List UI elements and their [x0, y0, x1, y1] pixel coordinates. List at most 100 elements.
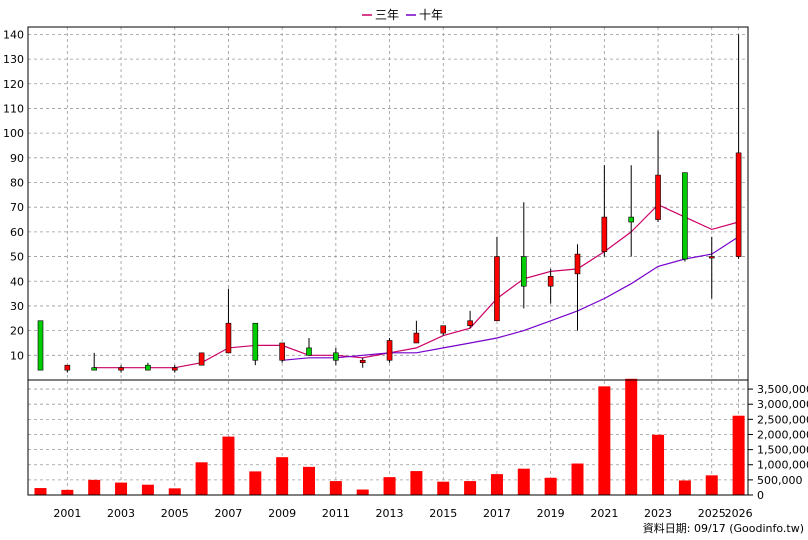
price-tick-label: 70 [10, 201, 24, 214]
candle-body [37, 320, 44, 371]
price-tick-label: 110 [3, 102, 24, 115]
volume-tick-label: 2,500,000 [757, 413, 808, 426]
price-tick-label: 20 [10, 325, 24, 338]
candle-body [628, 216, 635, 223]
candle-body [118, 367, 124, 371]
volume-tick-label: 1,500,000 [757, 444, 808, 457]
x-tick-label: 2011 [322, 507, 350, 520]
volume-bar [303, 466, 315, 495]
x-tick-label: 2001 [53, 507, 81, 520]
x-tick-label: 2009 [268, 507, 296, 520]
candle-body [145, 364, 151, 371]
volume-bar [195, 462, 208, 495]
data-date-footer: 資料日期: 09/17 (Goodinfo.tw) [643, 521, 804, 535]
candle-body [574, 253, 581, 275]
volume-bars [34, 378, 745, 495]
volume-bar [141, 484, 154, 495]
price-tick-label: 120 [3, 78, 24, 91]
x-tick-label: 2023 [644, 507, 672, 520]
volume-tick-label: 3,500,000 [757, 383, 808, 396]
candle-body [467, 320, 473, 326]
candle-body [520, 256, 527, 287]
volume-bar [249, 471, 262, 495]
volume-bar [34, 488, 47, 495]
volume-bar [222, 436, 235, 495]
volume-bar [329, 481, 342, 495]
candle-body [440, 325, 447, 334]
candle-body [306, 347, 312, 356]
volume-bar [490, 474, 503, 495]
volume-bar [678, 480, 691, 495]
volume-bar [61, 489, 74, 495]
x-tick-label: 2007 [214, 507, 242, 520]
volume-tick-label: 3,000,000 [757, 398, 808, 411]
x-tick-label: 2025 [698, 507, 726, 520]
volume-bar [652, 434, 665, 495]
volume-tick-label: 0 [757, 489, 764, 502]
volume-bar [115, 482, 128, 495]
volume-tick-label: 500,000 [757, 474, 803, 487]
volume-bar [598, 386, 611, 495]
volume-bar [383, 477, 396, 495]
volume-bar [410, 471, 423, 495]
volume-bar [276, 457, 289, 495]
price-tick-label: 40 [10, 275, 24, 288]
price-tick-label: 80 [10, 177, 24, 190]
candle-body [494, 256, 500, 322]
legend-label-10yr: 十年 [419, 8, 443, 22]
volume-bar [88, 479, 101, 495]
volume-bar [517, 468, 530, 495]
volume-bar [544, 477, 557, 495]
candle-body [735, 152, 742, 257]
x-tick-label: 2021 [590, 507, 618, 520]
candle-body [333, 352, 339, 361]
price-tick-label: 90 [10, 152, 24, 165]
volume-bar [437, 481, 450, 495]
candle-body [655, 174, 661, 220]
volume-tick-label: 2,000,000 [757, 428, 808, 441]
volume-bar [732, 415, 745, 495]
x-tick-label: 2015 [429, 507, 457, 520]
legend-label-3yr: 三年 [375, 8, 399, 22]
candle-body [171, 367, 178, 371]
price-tick-label: 100 [3, 127, 24, 140]
candle-body [279, 342, 285, 361]
volume-bar [625, 378, 638, 495]
x-tick-label: 2013 [376, 507, 404, 520]
volume-plot-frame [27, 379, 749, 496]
price-plot-frame [27, 26, 749, 381]
candle-body [91, 367, 97, 371]
candle-body [225, 322, 232, 354]
candle-body [252, 322, 259, 361]
x-tick-label: 2003 [107, 507, 135, 520]
grid [28, 27, 748, 495]
axes: 10 20 30 40 50 60 70 80 90 100 110 120 130 140 0 500,00… [3, 26, 808, 520]
ma-10yr-line [282, 236, 739, 361]
candlesticks [37, 34, 742, 373]
volume-bar [571, 463, 584, 495]
price-tick-label: 130 [3, 53, 24, 66]
x-tick-label: 2019 [537, 507, 565, 520]
volume-bar [464, 481, 477, 495]
candle-body [601, 216, 608, 252]
price-tick-label: 10 [10, 349, 24, 362]
candle-body [64, 364, 71, 371]
price-tick-label: 50 [10, 251, 24, 264]
candle-body [198, 352, 205, 366]
volume-tick-label: 1,000,000 [757, 459, 808, 472]
x-tick-label: 2017 [483, 507, 511, 520]
x-tick-label: 2026 [725, 507, 753, 520]
x-tick-label: 2005 [161, 507, 189, 520]
legend: 三年 十年 [362, 8, 443, 22]
volume-bar [168, 488, 181, 495]
price-tick-label: 30 [10, 300, 24, 313]
volume-bar [705, 475, 718, 495]
candle-body [413, 332, 420, 344]
price-tick-label: 60 [10, 226, 24, 239]
candle-body [359, 359, 366, 364]
candle-body [682, 172, 688, 260]
volume-bar [356, 489, 369, 495]
candle-body [386, 340, 393, 361]
candle-body [547, 276, 554, 287]
